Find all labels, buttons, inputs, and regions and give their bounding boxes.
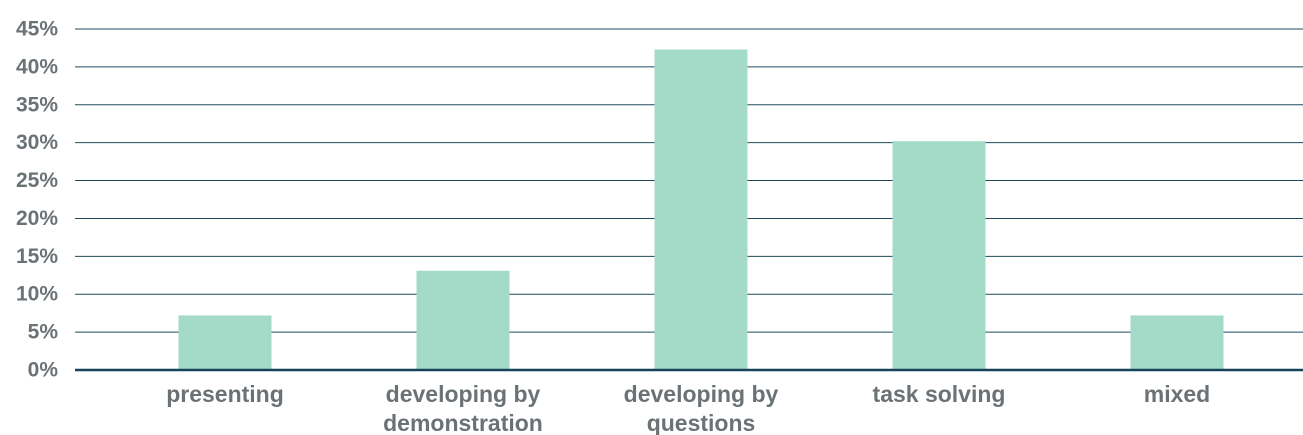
bar (1130, 315, 1224, 370)
x-tick-label-line: developing by (386, 381, 541, 407)
y-tick-label: 15% (16, 245, 58, 268)
x-tick-label: task solving (873, 381, 1006, 407)
x-tick-label-line: mixed (1144, 381, 1210, 407)
y-tick-label: 20% (16, 207, 58, 230)
x-tick-label: mixed (1144, 381, 1210, 407)
x-tick-label-line: questions (647, 410, 756, 435)
y-tick-label: 10% (16, 283, 58, 306)
bar (892, 141, 986, 370)
bars (178, 49, 1224, 371)
bar (654, 49, 748, 371)
x-tick-label: presenting (166, 381, 284, 407)
x-tick-label-line: task solving (873, 381, 1006, 407)
x-tick-label-line: demonstration (383, 410, 543, 435)
x-tick-label: developing by demonstration (383, 381, 543, 435)
y-tick-label: 5% (28, 321, 59, 344)
x-tick-label-line: presenting (166, 381, 284, 407)
y-tick-label: 0% (28, 359, 59, 382)
y-tick-label: 45% (16, 18, 58, 41)
y-tick-label: 35% (16, 93, 58, 116)
x-tick-label: developing by questions (624, 381, 779, 435)
x-tick-label-line: developing by (624, 381, 779, 407)
x-axis-category-labels: presenting developing by demonstrationdeve… (166, 381, 1210, 435)
y-tick-label: 40% (16, 55, 58, 78)
bar (178, 315, 272, 370)
y-tick-label: 30% (16, 131, 58, 154)
y-axis-tick-labels: 0% 5% 10% 15% 20% 25% 30% 35% 40% 45% (16, 18, 58, 382)
y-tick-label: 25% (16, 169, 58, 192)
bar (416, 270, 510, 370)
